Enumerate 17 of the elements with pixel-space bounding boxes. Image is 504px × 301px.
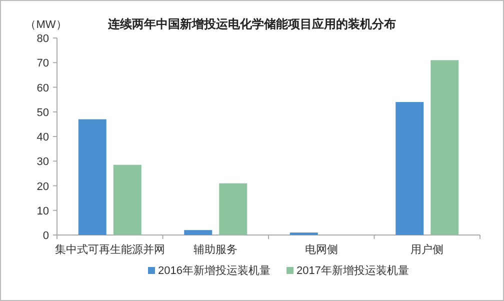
y-tick-label: 80 bbox=[36, 33, 49, 45]
legend-label: 2017年新增投运装机量 bbox=[296, 264, 409, 277]
y-axis-title: （MW） bbox=[25, 19, 67, 31]
x-tick-label: 集中式可再生能源并网 bbox=[54, 243, 165, 256]
x-tick-label: 用户侧 bbox=[410, 243, 444, 256]
y-tick-label: 20 bbox=[36, 180, 49, 193]
y-tick-label: 0 bbox=[42, 230, 49, 242]
x-tick-label: 电网侧 bbox=[304, 243, 338, 256]
x-tick-label: 辅助服务 bbox=[194, 243, 238, 256]
y-tick-label: 30 bbox=[36, 156, 49, 168]
chart-title: 连续两年中国新增投运电化学储能项目应用的装机分布 bbox=[107, 17, 396, 31]
y-tick-label: 70 bbox=[36, 58, 49, 70]
y-tick-label: 50 bbox=[36, 106, 49, 119]
y-tick-label: 40 bbox=[36, 132, 49, 144]
legend-label: 2016年新增投运装机量 bbox=[158, 264, 270, 277]
y-tick-label: 10 bbox=[36, 205, 49, 218]
y-tick-label: 60 bbox=[36, 82, 49, 94]
